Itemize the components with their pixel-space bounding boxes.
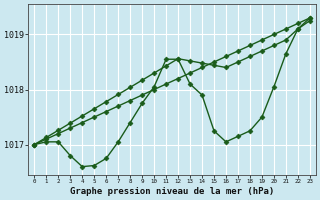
- X-axis label: Graphe pression niveau de la mer (hPa): Graphe pression niveau de la mer (hPa): [70, 187, 274, 196]
